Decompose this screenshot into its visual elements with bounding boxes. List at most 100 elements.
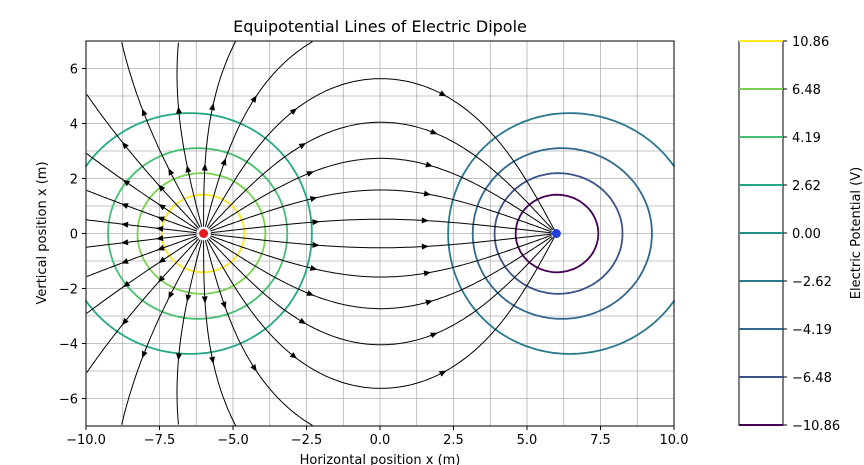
contour-line (136, 172, 267, 295)
streamline (206, 236, 555, 389)
x-axis-ticks: −10.0 −7.5 −5.0 −2.5 0.0 2.5 5.0 7.5 10.0 (66, 426, 688, 448)
streamline-arrow (121, 239, 129, 246)
x-tick-label: 7.5 (590, 433, 611, 448)
streamline-arrow (168, 168, 175, 176)
x-tick-label: 2.5 (443, 433, 464, 448)
streamline (206, 78, 555, 231)
y-tick-label: −6 (59, 393, 78, 408)
streamline-arrow (157, 244, 165, 251)
y-axis-label: Vertical position x (m) (35, 161, 50, 304)
streamline-arrow (176, 353, 182, 361)
streamline-arrow (185, 165, 192, 173)
y-axis-ticks: −6 −4 −2 0 2 4 6 (59, 63, 86, 408)
streamline-arrow (289, 108, 298, 115)
streamline-arrow (430, 128, 438, 135)
field-streamlines (85, 40, 555, 427)
streamline-arrow (438, 370, 447, 377)
streamline-arrow (220, 158, 227, 166)
streamline-arrow (141, 108, 148, 117)
colorbar-tick-label: 0.00 (792, 227, 821, 242)
contour-line (514, 193, 600, 274)
streamline-arrow (312, 219, 320, 226)
streamline-arrow (185, 294, 192, 302)
streamline (86, 190, 197, 232)
streamline-arrow (425, 299, 433, 306)
x-tick-label: 0.0 (370, 433, 391, 448)
y-tick-label: 2 (70, 173, 78, 188)
chart-title: Equipotential Lines of Electric Dipole (233, 17, 527, 36)
streamline-arrow (289, 352, 298, 359)
colorbar-label: Electric Potential (V) (849, 167, 864, 299)
contour-line (85, 112, 313, 355)
colorbar-tick-label: 6.48 (792, 83, 821, 98)
streamline-arrow (141, 350, 148, 359)
streamline-arrow (122, 317, 129, 326)
streamline-arrow (158, 256, 166, 263)
streamline (203, 40, 237, 227)
streamline (209, 157, 552, 231)
colorbar-tick-label: −10.86 (792, 419, 840, 434)
equipotential-contours (85, 112, 675, 355)
contour-line (447, 112, 675, 355)
x-tick-label: −10.0 (66, 433, 106, 448)
streamline (121, 239, 201, 425)
streamline (204, 240, 313, 426)
streamline-arrow (168, 291, 175, 299)
streamline (204, 41, 313, 227)
streamline (210, 234, 552, 278)
streamline-arrow (421, 243, 429, 250)
streamline-arrow (306, 171, 314, 177)
streamline-arrow (121, 203, 129, 209)
streamline-arrow (220, 301, 227, 309)
streamline-arrow (421, 217, 429, 224)
x-axis-label: Horizontal position x (m) (300, 453, 461, 465)
streamline-arrow (430, 332, 438, 339)
streamline (86, 153, 198, 231)
contour-line (493, 172, 624, 295)
contour-line (471, 147, 653, 320)
streamline (210, 233, 552, 249)
streamline-arrow (122, 141, 129, 150)
streamline (176, 240, 203, 425)
streamline-arrow (298, 143, 307, 150)
streamline (86, 235, 197, 277)
streamline (203, 240, 237, 427)
streamline-arrow (438, 90, 447, 97)
streamline-arrow (201, 296, 208, 304)
y-tick-label: −4 (59, 338, 78, 353)
colorbar-tick-label: −2.62 (792, 275, 832, 290)
streamline-arrow (306, 290, 314, 296)
streamline (121, 42, 201, 228)
streamline-arrow (425, 161, 433, 168)
streamline (85, 233, 197, 248)
y-tick-label: 4 (70, 118, 78, 133)
streamline-arrow (309, 265, 318, 271)
streamline-arrow (250, 364, 257, 372)
streamline (208, 236, 554, 346)
streamline-arrow (209, 356, 215, 364)
streamline (86, 238, 200, 373)
streamline-arrow (122, 179, 131, 187)
streamline (208, 121, 554, 231)
streamline (176, 42, 203, 227)
streamline (210, 218, 552, 234)
x-tick-label: 5.0 (517, 433, 538, 448)
y-tick-label: −2 (59, 283, 78, 298)
positive-charge-marker (199, 229, 209, 238)
colorbar-tick-label: −4.19 (792, 323, 832, 338)
colorbar-tick-label: 2.62 (792, 179, 821, 194)
x-tick-label: 10.0 (660, 433, 689, 448)
negative-charge-marker (551, 229, 561, 238)
streamline-arrow (122, 280, 131, 288)
streamline-arrow (157, 216, 165, 223)
colorbar-tick-label: 4.19 (792, 131, 821, 146)
streamline (210, 189, 552, 233)
colorbar-tick-label: 10.86 (792, 35, 829, 50)
x-tick-label: −2.5 (291, 433, 323, 448)
charges (199, 229, 561, 238)
streamline-arrow (156, 225, 164, 232)
grid (85, 40, 675, 427)
streamline-arrow (158, 184, 166, 192)
x-tick-label: −5.0 (217, 433, 249, 448)
streamline-arrow (250, 95, 257, 103)
